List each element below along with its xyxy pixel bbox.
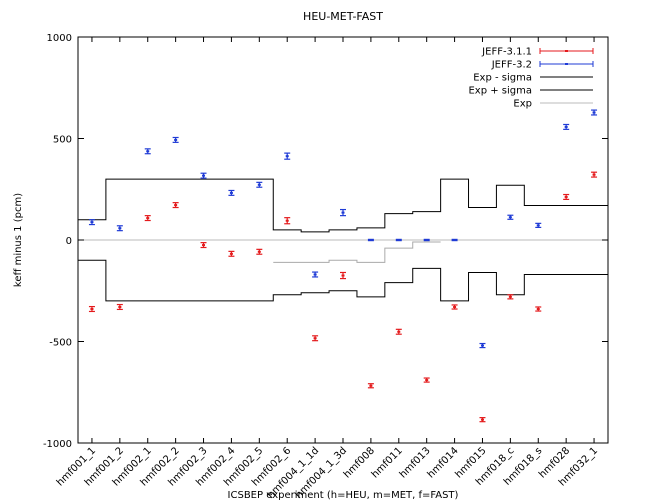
jeff32-point (367, 238, 374, 242)
jeff32-point (591, 109, 598, 116)
jeff311-point (535, 306, 542, 312)
jeff311-point (144, 215, 151, 222)
y-tick-label: 0 (66, 236, 72, 247)
jeff311-point (563, 193, 570, 200)
jeff32-point (116, 225, 123, 232)
jeff311-point (479, 417, 486, 423)
jeff311-point (340, 271, 346, 280)
jeff311-point (367, 383, 374, 389)
jeff311-point (88, 305, 95, 313)
jeff32-point (395, 238, 402, 242)
jeff32-point (172, 136, 179, 143)
jeff311-point (284, 217, 291, 225)
jeff32-point (144, 148, 151, 155)
jeff32-point (563, 123, 570, 130)
legend-label: JEFF-3.1.1 (481, 47, 532, 58)
legend-label: Exp + sigma (468, 86, 532, 97)
chart-title: HEU-MET-FAST (303, 10, 383, 23)
jeff311-point (591, 171, 598, 178)
jeff32-point (340, 208, 346, 217)
jeff311-point (228, 250, 235, 257)
y-tick-label: -1000 (43, 439, 72, 450)
jeff311-point (172, 202, 179, 209)
jeff311-point (423, 377, 430, 383)
jeff32-point (312, 271, 319, 278)
jeff32-point (479, 342, 486, 349)
exp-plus-sigma-line (78, 178, 608, 233)
exp-inner-step-0 (273, 241, 441, 263)
jeff32-point (423, 238, 430, 242)
legend: JEFF-3.1.1 JEFF-3.2 Exp - sigma Exp + sigma… (468, 47, 594, 110)
jeff311-point (507, 294, 514, 300)
jeff311-point (116, 303, 123, 311)
jeff32-point (284, 152, 291, 160)
jeff311-point (451, 304, 458, 310)
jeff311-point (256, 248, 263, 255)
jeff311-point (312, 335, 319, 342)
exp-minus-sigma-line (78, 259, 608, 302)
y-axis-label: keff minus 1 (pcm) (13, 193, 24, 287)
y-tick-label: 1000 (47, 33, 72, 44)
legend-label: Exp - sigma (473, 73, 532, 84)
legend-label: JEFF-3.2 (491, 60, 532, 71)
jeff32-point (228, 189, 235, 196)
x-axis-label: ICSBEP experiment (h=HEU, m=MET, f=FAST) (228, 490, 459, 501)
jeff32-point (256, 181, 263, 188)
y-tick-label: 500 (53, 135, 72, 146)
jeff32-point (200, 172, 207, 179)
jeff32-point (451, 238, 458, 242)
jeff311-point (395, 328, 402, 335)
jeff32-point (88, 219, 95, 226)
jeff32-point (507, 214, 514, 220)
y-tick-label: -500 (49, 338, 72, 349)
jeff32-point (535, 222, 542, 229)
legend-label: Exp (513, 99, 532, 110)
jeff311-point (200, 242, 207, 249)
